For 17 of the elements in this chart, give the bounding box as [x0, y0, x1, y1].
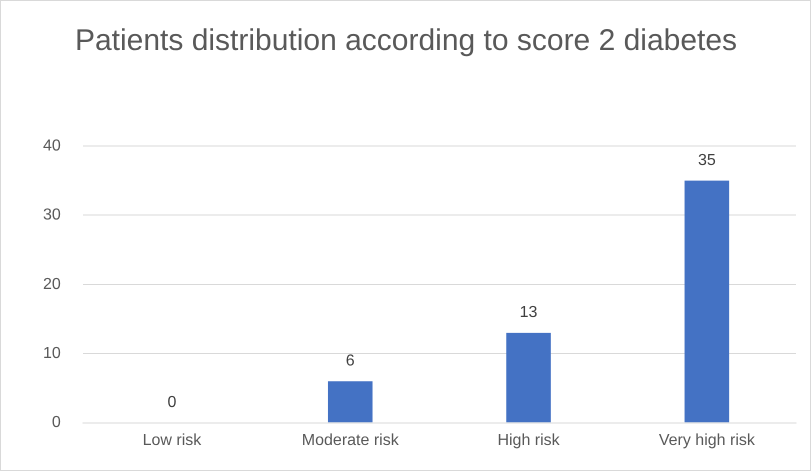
- x-tick-label: Moderate risk: [302, 432, 400, 449]
- y-tick-label: 0: [52, 414, 61, 432]
- data-label: 13: [520, 304, 538, 322]
- y-tick-label: 30: [43, 206, 61, 224]
- x-tick-label: Very high risk: [658, 432, 756, 449]
- data-label: 35: [698, 152, 716, 170]
- y-tick-label: 20: [43, 276, 61, 293]
- bar: [684, 180, 730, 422]
- y-tick-label: 40: [43, 137, 61, 154]
- bar: [328, 381, 373, 422]
- x-tick-label: Low risk: [142, 432, 202, 449]
- bar: [506, 332, 551, 422]
- y-tick-label: 10: [43, 345, 61, 362]
- chart-title: Patients distribution according to score 2 diabetes: [74, 23, 738, 59]
- data-label: 0: [167, 394, 176, 412]
- x-tick-label: High risk: [497, 432, 561, 449]
- data-label: 6: [346, 352, 355, 370]
